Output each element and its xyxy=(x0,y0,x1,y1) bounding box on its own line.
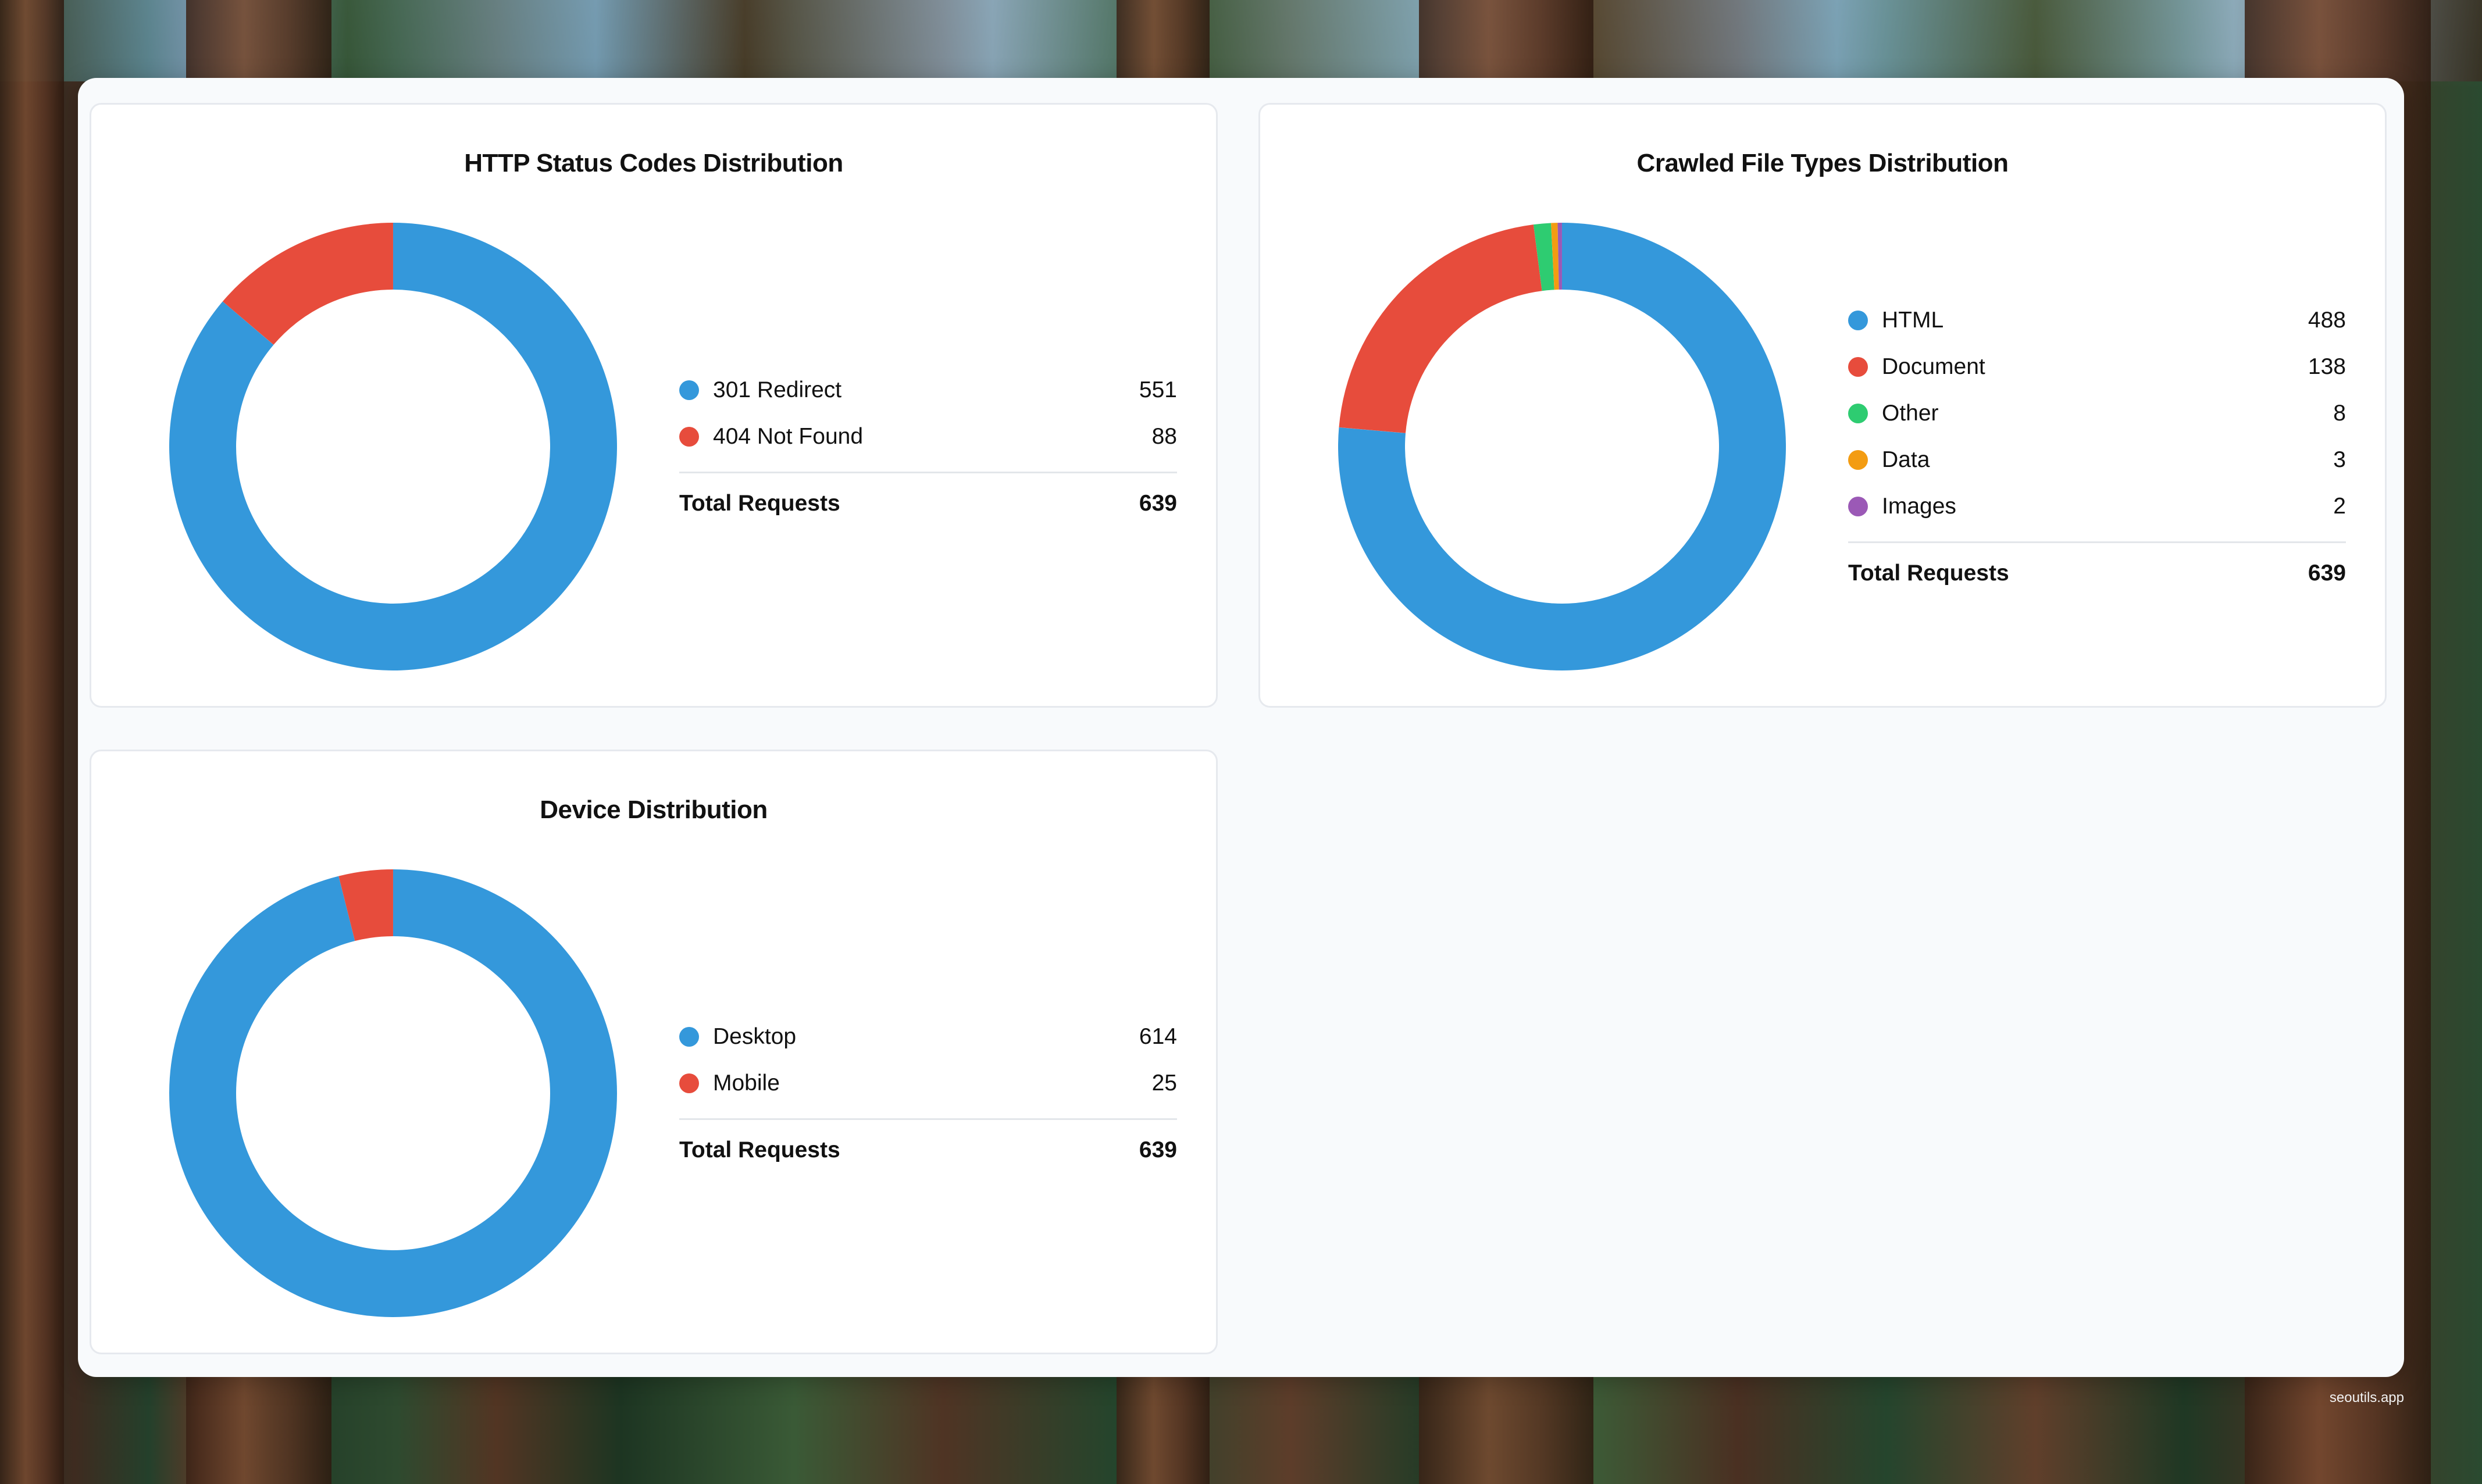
chart-title: HTTP Status Codes Distribution xyxy=(464,149,843,177)
legend-value: 8 xyxy=(2333,400,2346,426)
footer-brand: seoutils.app xyxy=(2329,1390,2404,1405)
legend-label: Images xyxy=(1882,493,1956,519)
legend-item-images[interactable]: Images 2 xyxy=(1848,483,2346,530)
legend-label: 404 Not Found xyxy=(713,423,864,449)
legend-label: Mobile xyxy=(713,1070,780,1096)
chart-legend: Desktop 614 Mobile 25 Total Requests 639 xyxy=(679,1014,1177,1173)
donut-slice-images[interactable] xyxy=(1557,223,1562,290)
legend-divider xyxy=(1848,541,2346,543)
total-label: Total Requests xyxy=(1848,560,2009,586)
chart-legend: 301 Redirect 551 404 Not Found 88 Total Requ… xyxy=(679,367,1177,527)
legend-value: 138 xyxy=(2308,354,2346,379)
donut-slice-other[interactable] xyxy=(1533,223,1554,291)
chart-legend: HTML 488 Document 138 Other 8 Data 3 Images 2 Tota… xyxy=(1848,297,2346,597)
legend-color-dot xyxy=(679,1026,699,1047)
legend-divider xyxy=(679,1118,1177,1120)
legend-value: 88 xyxy=(1151,423,1177,449)
total-value: 639 xyxy=(1139,1137,1177,1162)
legend-item-404-not-found[interactable]: 404 Not Found 88 xyxy=(679,413,1177,460)
total-value: 639 xyxy=(2308,560,2346,586)
chart-title: Crawled File Types Distribution xyxy=(1636,149,2009,177)
legend-label: Other xyxy=(1882,400,1939,426)
legend-item-desktop[interactable]: Desktop 614 xyxy=(679,1014,1177,1060)
legend-item-data[interactable]: Data 3 xyxy=(1848,437,2346,483)
donut-slice-document[interactable] xyxy=(1339,224,1542,433)
legend-label: HTML xyxy=(1882,307,1944,333)
legend-divider xyxy=(679,471,1177,473)
legend-value: 2 xyxy=(2333,493,2346,519)
donut-slice-404-not-found[interactable] xyxy=(222,223,393,345)
legend-item-html[interactable]: HTML 488 xyxy=(1848,297,2346,344)
donut-slice-desktop[interactable] xyxy=(169,869,617,1317)
donut-slice-301-redirect[interactable] xyxy=(169,223,617,670)
legend-label: Data xyxy=(1882,447,1930,472)
total-label: Total Requests xyxy=(679,1137,840,1162)
donut-slice-mobile[interactable] xyxy=(338,869,393,941)
background-sky xyxy=(0,0,2482,81)
legend-item-301-redirect[interactable]: 301 Redirect 551 xyxy=(679,367,1177,413)
legend-color-dot xyxy=(1848,356,1868,377)
legend-item-other[interactable]: Other 8 xyxy=(1848,390,2346,437)
legend-label: 301 Redirect xyxy=(713,377,842,402)
total-label: Total Requests xyxy=(679,490,840,516)
legend-value: 25 xyxy=(1151,1070,1177,1096)
legend-value: 488 xyxy=(2308,307,2346,333)
legend-value: 614 xyxy=(1139,1023,1177,1049)
legend-color-dot xyxy=(1848,310,1868,330)
legend-label: Document xyxy=(1882,354,1985,379)
donut-chart xyxy=(169,869,617,1317)
total-requests-row: Total Requests 639 xyxy=(679,1127,1177,1173)
chart-title: Device Distribution xyxy=(540,795,768,824)
dashboard-card: HTTP Status Codes Distribution 301 Redir… xyxy=(78,78,2404,1377)
legend-item-mobile[interactable]: Mobile 25 xyxy=(679,1060,1177,1107)
total-requests-row: Total Requests 639 xyxy=(1848,550,2346,597)
legend-color-dot xyxy=(679,380,699,400)
donut-chart xyxy=(169,223,617,670)
legend-value: 3 xyxy=(2333,447,2346,472)
total-value: 639 xyxy=(1139,490,1177,516)
donut-slice-html[interactable] xyxy=(1338,223,1786,670)
background-tree-trunk xyxy=(0,0,64,1484)
legend-color-dot xyxy=(1848,450,1868,470)
donut-slice-data[interactable] xyxy=(1551,223,1559,290)
legend-color-dot xyxy=(1848,403,1868,423)
legend-value: 551 xyxy=(1139,377,1177,402)
legend-item-document[interactable]: Document 138 xyxy=(1848,344,2346,390)
chart-panel-device: Device Distribution Desktop 614 Mobile 25 To… xyxy=(90,750,1218,1354)
total-requests-row: Total Requests 639 xyxy=(679,480,1177,527)
legend-color-dot xyxy=(679,1073,699,1093)
donut-chart xyxy=(1338,223,1786,670)
chart-panel-file-types: Crawled File Types Distribution HTML 488 D… xyxy=(1258,103,2387,708)
legend-label: Desktop xyxy=(713,1023,797,1049)
legend-color-dot xyxy=(679,426,699,447)
legend-color-dot xyxy=(1848,496,1868,516)
chart-panel-http-status: HTTP Status Codes Distribution 301 Redir… xyxy=(90,103,1218,708)
